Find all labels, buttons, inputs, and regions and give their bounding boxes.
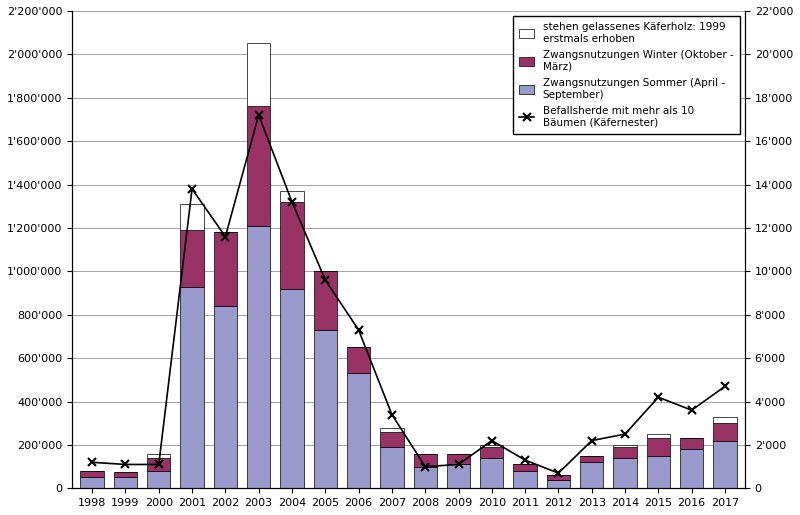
Bar — [347, 373, 370, 488]
Befallsherde mit mehr als 10
Bäumen (Käfernester) — [221, 233, 230, 239]
Bar — [646, 438, 670, 456]
Bar — [114, 477, 137, 488]
Befallsherde mit mehr als 10
Bäumen (Käfernester) — [387, 411, 397, 418]
Befallsherde mit mehr als 10
Bäumen (Käfernester) — [287, 199, 297, 205]
Bar — [714, 417, 737, 423]
Befallsherde mit mehr als 10
Bäumen (Käfernester) — [720, 383, 730, 389]
Bar — [314, 330, 337, 488]
Befallsherde mit mehr als 10
Bäumen (Käfernester) — [520, 457, 530, 463]
Bar — [214, 232, 237, 306]
Befallsherde mit mehr als 10
Bäumen (Käfernester) — [154, 461, 163, 468]
Legend: stehen gelassenes Käferholz: 1999
erstmals erhoben, Zwangsnutzungen Winter (Okto: stehen gelassenes Käferholz: 1999 erstma… — [513, 16, 740, 134]
Bar — [546, 475, 570, 479]
Bar — [280, 191, 304, 202]
Bar — [147, 458, 170, 471]
Bar — [247, 226, 270, 488]
Bar — [614, 445, 637, 447]
Bar — [347, 347, 370, 373]
Befallsherde mit mehr als 10
Bäumen (Käfernester) — [454, 461, 463, 468]
Bar — [247, 107, 270, 226]
Befallsherde mit mehr als 10
Bäumen (Käfernester) — [254, 112, 263, 118]
Bar — [646, 434, 670, 438]
Bar — [614, 447, 637, 458]
Bar — [714, 441, 737, 488]
Bar — [614, 458, 637, 488]
Bar — [314, 271, 337, 330]
Bar — [181, 286, 204, 488]
Befallsherde mit mehr als 10
Bäumen (Käfernester) — [587, 438, 597, 444]
Bar — [447, 454, 470, 465]
Bar — [147, 454, 170, 458]
Befallsherde mit mehr als 10
Bäumen (Käfernester) — [687, 407, 697, 414]
Befallsherde mit mehr als 10
Bäumen (Käfernester) — [121, 461, 130, 468]
Bar — [380, 432, 403, 447]
Bar — [680, 438, 703, 449]
Befallsherde mit mehr als 10
Bäumen (Käfernester) — [354, 327, 363, 333]
Bar — [646, 456, 670, 488]
Bar — [414, 454, 437, 467]
Bar — [580, 456, 603, 462]
Befallsherde mit mehr als 10
Bäumen (Käfernester) — [421, 464, 430, 470]
Bar — [181, 204, 204, 230]
Line: Befallsherde mit mehr als 10
Bäumen (Käfernester): Befallsherde mit mehr als 10 Bäumen (Käf… — [88, 111, 729, 477]
Bar — [480, 458, 503, 488]
Bar — [514, 465, 537, 471]
Bar — [714, 423, 737, 441]
Bar — [546, 479, 570, 488]
Bar — [447, 465, 470, 488]
Bar — [680, 449, 703, 488]
Bar — [247, 43, 270, 107]
Befallsherde mit mehr als 10
Bäumen (Käfernester) — [654, 394, 663, 400]
Bar — [214, 306, 237, 488]
Bar — [414, 467, 437, 488]
Bar — [114, 472, 137, 477]
Bar — [380, 427, 403, 432]
Bar — [280, 202, 304, 289]
Bar — [181, 230, 204, 286]
Befallsherde mit mehr als 10
Bäumen (Käfernester) — [554, 470, 563, 476]
Befallsherde mit mehr als 10
Bäumen (Käfernester) — [187, 186, 197, 192]
Befallsherde mit mehr als 10
Bäumen (Käfernester) — [620, 431, 630, 437]
Bar — [480, 445, 503, 447]
Befallsherde mit mehr als 10
Bäumen (Käfernester) — [487, 438, 497, 444]
Bar — [280, 289, 304, 488]
Bar — [580, 462, 603, 488]
Bar — [514, 471, 537, 488]
Bar — [480, 447, 503, 458]
Befallsherde mit mehr als 10
Bäumen (Käfernester) — [321, 277, 330, 283]
Bar — [81, 471, 104, 477]
Bar — [147, 471, 170, 488]
Bar — [81, 477, 104, 488]
Befallsherde mit mehr als 10
Bäumen (Käfernester) — [87, 459, 97, 466]
Bar — [380, 447, 403, 488]
